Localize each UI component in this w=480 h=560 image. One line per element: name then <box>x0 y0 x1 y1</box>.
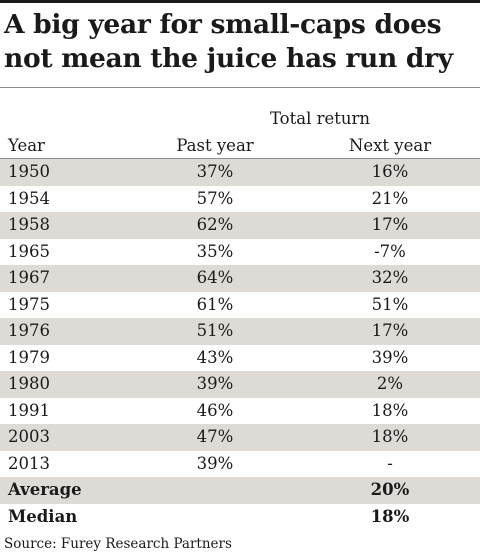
top-rule <box>0 0 480 3</box>
title-separator <box>0 87 480 88</box>
next-year-cell: -7% <box>374 241 406 261</box>
year-cell: 1958 <box>8 215 50 234</box>
next-year-cell: 39% <box>371 347 409 367</box>
year-cell: 1991 <box>8 400 50 420</box>
table-row: 2013 39% - <box>0 451 480 478</box>
next-year-cell: 18% <box>371 427 409 446</box>
year-cell: 1980 <box>8 374 50 393</box>
table-row: 1958 62% 17% <box>0 212 480 239</box>
next-year-cell: 18% <box>371 400 409 420</box>
past-year-cell: 37% <box>196 162 234 181</box>
column-header-next-year: Next year <box>348 136 432 155</box>
summary-row: Median 18% <box>0 504 480 531</box>
header-rule <box>0 158 480 159</box>
year-cell: 2003 <box>8 427 50 446</box>
table-row: 1950 37% 16% <box>0 159 480 186</box>
next-year-cell: 18% <box>370 506 410 526</box>
summary-row: Average 20% <box>0 477 480 504</box>
year-cell: 1967 <box>8 268 50 287</box>
table-row: 1975 61% 51% <box>0 292 480 319</box>
next-year-cell: 2% <box>376 374 404 393</box>
past-year-cell: 35% <box>196 241 234 261</box>
next-year-cell: 16% <box>371 162 409 181</box>
next-year-cell: - <box>387 453 393 473</box>
table-row: 2003 47% 18% <box>0 424 480 451</box>
past-year-cell: 51% <box>196 321 234 340</box>
group-header-total-return: Total return <box>269 109 371 128</box>
next-year-cell: 17% <box>371 321 409 340</box>
source-note: Source: Furey Research Partners <box>4 536 232 552</box>
table-row: 1979 43% 39% <box>0 345 480 372</box>
past-year-cell: 46% <box>196 400 234 420</box>
year-cell: 1950 <box>8 162 50 181</box>
summary-label-cell: Median <box>8 506 78 526</box>
chart-title: A big year for small-caps does not mean … <box>4 9 453 74</box>
year-cell: 2013 <box>8 453 50 473</box>
year-cell: 1979 <box>8 347 50 367</box>
table-row: 1991 46% 18% <box>0 398 480 425</box>
year-cell: 1976 <box>8 321 50 340</box>
column-header-year: Year <box>8 136 45 155</box>
past-year-cell: 47% <box>196 427 234 446</box>
next-year-cell: 51% <box>371 294 409 314</box>
table-row: 1965 35% -7% <box>0 239 480 266</box>
past-year-cell: 39% <box>196 453 234 473</box>
past-year-cell: 61% <box>196 294 234 314</box>
year-cell: 1975 <box>8 294 50 314</box>
past-year-cell: 57% <box>196 188 234 208</box>
table-row: 1976 51% 17% <box>0 318 480 345</box>
past-year-cell: 62% <box>196 215 234 234</box>
column-header-past-year: Past year <box>176 136 254 155</box>
table-row: 1967 64% 32% <box>0 265 480 292</box>
past-year-cell: 43% <box>196 347 234 367</box>
summary-label-cell: Average <box>8 480 82 499</box>
next-year-cell: 20% <box>370 480 410 499</box>
next-year-cell: 17% <box>371 215 409 234</box>
data-table: 1950 37% 16% 1954 57% 21% 1958 62% 17% 1965 35% -7%… <box>0 159 480 530</box>
table-row: 1980 39% 2% <box>0 371 480 398</box>
next-year-cell: 32% <box>371 268 409 287</box>
next-year-cell: 21% <box>371 188 409 208</box>
past-year-cell: 39% <box>196 374 234 393</box>
past-year-cell: 64% <box>196 268 234 287</box>
year-cell: 1954 <box>8 188 50 208</box>
table-row: 1954 57% 21% <box>0 186 480 213</box>
year-cell: 1965 <box>8 241 50 261</box>
